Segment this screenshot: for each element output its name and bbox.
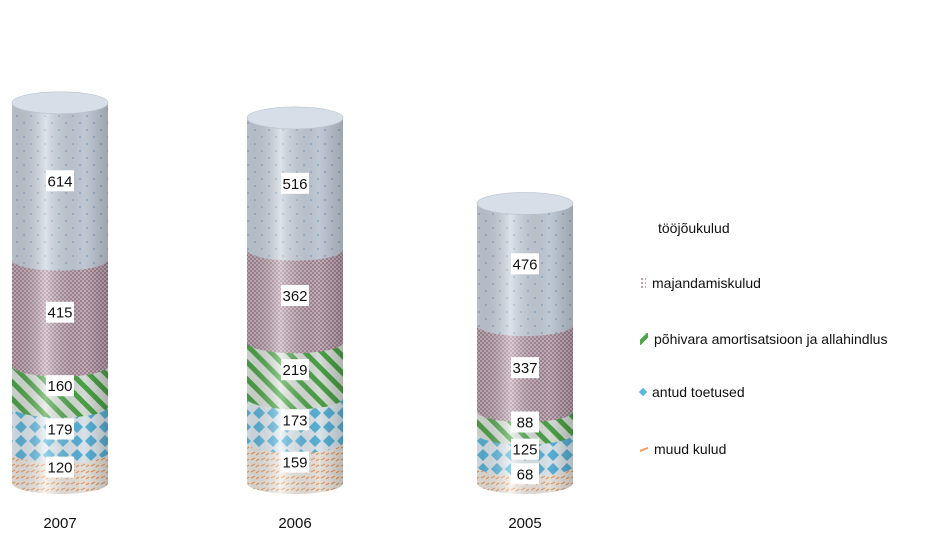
value-label-text: 173 (282, 412, 307, 429)
legend-item-muud-kulud: muud kulud (640, 439, 726, 459)
legend-item-antud-toetused: antud toetused (638, 382, 745, 402)
legend-swatch (640, 222, 652, 234)
value-label: 476 (511, 253, 539, 275)
legend-item-toojoukulud: tööjõukulud (640, 218, 730, 238)
value-label-box (46, 418, 74, 440)
value-label-box (511, 253, 539, 275)
value-label: 68 (511, 463, 539, 485)
value-label-box (511, 411, 539, 433)
cylinder-top-2007 (11, 91, 109, 115)
value-label-box (281, 172, 309, 194)
value-label-text: 219 (282, 362, 307, 379)
value-label-box (46, 375, 74, 397)
value-label-text: 337 (512, 360, 537, 377)
value-label-box (46, 170, 74, 192)
value-label: 160 (46, 375, 74, 397)
legend-item-majandamiskulud: majandamiskulud (640, 273, 761, 293)
legend-label: põhivara amortisatsioon ja allahindlus (654, 331, 888, 347)
value-label: 120 (46, 456, 74, 478)
value-label: 179 (46, 418, 74, 440)
value-label: 362 (281, 284, 309, 306)
value-label-text: 68 (517, 466, 534, 483)
value-label: 88 (511, 411, 539, 433)
legend-swatch (638, 387, 648, 397)
value-label-text: 516 (282, 176, 307, 193)
value-label: 614 (46, 170, 74, 192)
value-label-text: 160 (47, 378, 72, 395)
value-label-text: 159 (282, 455, 307, 472)
value-label-text: 476 (512, 256, 537, 273)
value-label-text: 179 (47, 421, 72, 438)
value-label: 415 (46, 301, 74, 323)
legend-label: antud toetused (652, 384, 745, 400)
value-label-box (281, 284, 309, 306)
value-label-text: 88 (517, 414, 534, 431)
legend-swatch (640, 277, 646, 289)
legend-swatch (640, 333, 648, 345)
value-label-text: 362 (282, 288, 307, 305)
value-label: 516 (281, 172, 309, 194)
value-label-box (511, 357, 539, 379)
value-label-box (511, 438, 539, 460)
cylinder-top-2006 (246, 106, 344, 130)
value-label-text: 614 (47, 173, 72, 190)
value-label-box (46, 301, 74, 323)
cylinder-top-2005 (476, 192, 574, 215)
value-label-box (281, 451, 309, 473)
value-label: 125 (511, 438, 539, 460)
value-label-box (281, 409, 309, 431)
x-tick-label: 2006 (278, 515, 311, 532)
legend-label: majandamiskulud (652, 275, 761, 291)
legend-swatch (640, 443, 648, 455)
value-label-box (511, 463, 539, 485)
x-tick-label: 2007 (43, 515, 76, 532)
value-label-box (281, 359, 309, 381)
legend-label: tööjõukulud (658, 220, 730, 236)
value-label-text: 125 (512, 442, 537, 459)
x-tick-label: 2005 (508, 515, 541, 532)
value-label-text: 120 (47, 460, 72, 477)
value-label: 159 (281, 451, 309, 473)
value-label-box (46, 456, 74, 478)
value-label: 173 (281, 409, 309, 431)
value-label: 219 (281, 359, 309, 381)
value-label-text: 415 (47, 305, 72, 322)
legend-item-pohivara: põhivara amortisatsioon ja allahindlus (640, 329, 887, 349)
legend-label: muud kulud (654, 441, 727, 457)
value-label: 337 (511, 357, 539, 379)
